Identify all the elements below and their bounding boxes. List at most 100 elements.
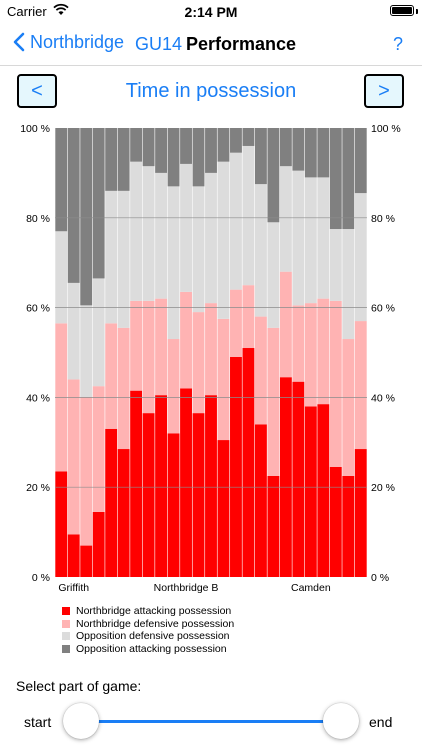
bar-segment [105, 428, 118, 577]
bar-segment [205, 395, 217, 577]
bar-segment [155, 128, 168, 173]
bar-segment [192, 413, 205, 577]
bar-segment [267, 128, 280, 223]
bar-segment [105, 323, 118, 429]
bar-segment [80, 128, 93, 306]
bar-segment [92, 278, 105, 387]
bar-segment [142, 166, 155, 301]
bar-segment [342, 339, 355, 476]
back-button[interactable]: Northbridge [10, 30, 124, 54]
bar-segment [180, 128, 192, 164]
bar-segment [254, 424, 267, 577]
bar-segment [67, 534, 80, 577]
page-title: Performance [186, 34, 297, 54]
bar-segment [55, 231, 68, 324]
bar-segment [254, 184, 267, 317]
chart-legend: Northbridge attacking possession Northbr… [62, 605, 234, 655]
bar-segment [217, 161, 230, 319]
battery-nub [416, 9, 418, 14]
bar-segment [317, 404, 330, 577]
y-tick-label-left: 0 % [32, 572, 50, 584]
y-tick-label-right: 80 % [371, 213, 395, 225]
bar-segment [117, 190, 130, 328]
bar-segment [317, 298, 330, 405]
bar-segment [304, 128, 317, 178]
y-tick-label-right: 40 % [371, 392, 395, 404]
bar-segment [80, 397, 93, 546]
x-tick-label: Camden [291, 582, 331, 594]
bar-segment [205, 172, 217, 304]
bar-segment [354, 321, 367, 450]
x-tick-label: Northbridge B [154, 582, 219, 594]
bar-segment [242, 285, 255, 349]
bar-segment [155, 298, 168, 396]
bar-segment [117, 128, 130, 191]
y-tick-label-left: 40 % [26, 392, 50, 404]
bar-segment [92, 128, 105, 279]
bar-segment [167, 128, 180, 187]
slider-end-handle[interactable] [323, 703, 359, 739]
help-button[interactable]: ? [392, 34, 403, 54]
y-tick-label-right: 20 % [371, 482, 395, 494]
slider-start-handle[interactable] [63, 703, 99, 739]
next-chart-button[interactable]: > [364, 74, 404, 108]
bar-segment [354, 449, 367, 577]
chart-title: Time in possession [125, 80, 297, 102]
bar-segment [267, 222, 280, 328]
slider-start-label: start [24, 714, 52, 730]
bar-segment [329, 229, 342, 301]
bar-segment [342, 229, 355, 340]
bar-segment [167, 186, 180, 340]
slider-end-label: end [369, 714, 393, 730]
bar-segment [192, 128, 205, 187]
bar-segment [242, 348, 255, 577]
legend-label: Opposition defensive possession [76, 630, 230, 642]
previous-chart-button[interactable]: < [17, 74, 57, 108]
bar-segment [329, 466, 342, 577]
bar-segment [217, 318, 230, 441]
bar-segment [92, 511, 105, 577]
bar-segment [130, 390, 143, 577]
bar-segment [279, 271, 292, 378]
status-time: 2:14 PM [184, 4, 238, 20]
bar-segment [155, 172, 168, 299]
bar-segment [180, 291, 192, 389]
bar-segment [217, 128, 230, 162]
bar-segment [67, 128, 80, 283]
y-tick-label-right: 60 % [371, 303, 395, 315]
bar-segment [242, 128, 255, 146]
bar-segment [230, 128, 242, 153]
bar-segment [105, 190, 118, 324]
battery-icon [390, 5, 414, 16]
bar-segment [180, 163, 192, 292]
legend-item: Northbridge defensive possession [62, 618, 234, 631]
bar-segment [205, 128, 217, 173]
bar-segment [142, 300, 155, 414]
bar-segment [329, 300, 342, 467]
legend-item: Opposition defensive possession [62, 630, 234, 643]
bar-segment [254, 316, 267, 425]
back-label: Northbridge [30, 31, 125, 52]
legend-label: Northbridge defensive possession [76, 617, 235, 630]
status-bar: Carrier 2:14 PM [0, 0, 422, 22]
bar-segment [342, 475, 355, 577]
bar-segment [142, 413, 155, 577]
bar-segment [304, 303, 317, 407]
bar-segment [292, 305, 305, 382]
y-tick-label-left: 80 % [26, 213, 50, 225]
possession-chart: 0 % 0 % 20 % 20 % 40 % 40 % 60 % 60 % 80 % 80 % 10… [20, 123, 401, 594]
bar-segment [192, 186, 205, 313]
y-tick-label-right: 100 % [371, 123, 401, 135]
bar-segment [180, 388, 192, 577]
bar-segment [267, 475, 280, 577]
legend-label: Northbridge attacking possession [76, 605, 232, 617]
legend-swatch [62, 632, 70, 641]
bar-segment [279, 166, 292, 272]
team-label[interactable]: GU14 [135, 34, 183, 54]
legend-swatch [62, 644, 70, 653]
wifi-icon [53, 3, 69, 15]
legend-item: Opposition attacking possession [62, 643, 234, 656]
bar-segment [242, 145, 255, 286]
bar-segment [117, 449, 130, 577]
slider-track[interactable] [81, 720, 341, 723]
